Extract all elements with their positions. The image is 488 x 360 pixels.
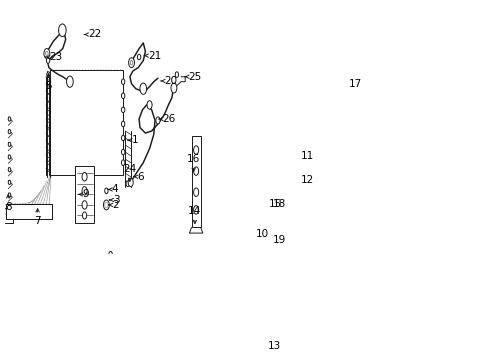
Bar [6, 203, 52, 219]
Circle shape [121, 93, 124, 99]
Circle shape [104, 202, 108, 208]
Text: 6: 6 [137, 172, 144, 182]
Circle shape [121, 107, 124, 113]
Circle shape [46, 58, 50, 63]
Text: 16: 16 [186, 154, 200, 164]
Bar [6, 203, 52, 219]
Circle shape [351, 87, 356, 94]
Circle shape [261, 342, 265, 350]
Bar [75, 166, 94, 222]
Circle shape [8, 142, 11, 147]
Text: 17: 17 [348, 79, 361, 89]
Circle shape [273, 170, 279, 180]
Circle shape [8, 155, 11, 159]
Circle shape [82, 212, 86, 219]
Bar [50, 70, 123, 175]
Circle shape [8, 117, 11, 121]
Circle shape [45, 51, 48, 56]
Circle shape [103, 200, 109, 210]
Text: 22: 22 [88, 30, 101, 40]
Circle shape [273, 119, 277, 126]
Text: 26: 26 [162, 114, 176, 124]
Circle shape [171, 83, 177, 93]
Text: 3: 3 [113, 195, 120, 205]
FancyBboxPatch shape [265, 168, 293, 242]
Text: 5: 5 [45, 81, 52, 91]
Text: 10: 10 [255, 229, 268, 239]
Circle shape [121, 149, 124, 155]
Circle shape [82, 201, 87, 209]
Bar [6, 203, 52, 219]
Circle shape [82, 172, 87, 181]
Circle shape [137, 54, 141, 60]
Circle shape [47, 72, 50, 77]
Text: 11: 11 [301, 150, 314, 161]
Circle shape [262, 344, 264, 348]
Text: 18: 18 [272, 199, 285, 209]
Circle shape [273, 168, 277, 175]
Circle shape [59, 24, 66, 37]
Circle shape [251, 232, 253, 234]
Circle shape [128, 58, 134, 68]
Circle shape [193, 167, 198, 175]
Circle shape [121, 121, 124, 127]
Circle shape [109, 251, 112, 257]
Circle shape [130, 60, 133, 65]
Circle shape [140, 83, 146, 94]
Circle shape [44, 49, 50, 58]
Text: 25: 25 [188, 72, 202, 82]
Text: 8: 8 [5, 202, 12, 212]
Text: 2: 2 [112, 200, 119, 210]
Circle shape [8, 206, 11, 210]
Circle shape [126, 181, 129, 186]
Circle shape [82, 186, 87, 195]
Circle shape [175, 72, 178, 77]
Circle shape [8, 180, 11, 184]
Circle shape [104, 188, 108, 194]
Text: 1: 1 [131, 135, 138, 145]
Circle shape [193, 188, 198, 197]
Circle shape [121, 160, 124, 166]
Text: 15: 15 [268, 199, 282, 209]
Circle shape [8, 193, 11, 197]
Text: 19: 19 [272, 235, 285, 245]
Bar [271, 105, 279, 221]
Text: 4: 4 [112, 184, 118, 194]
Text: 14: 14 [188, 206, 201, 216]
Circle shape [273, 144, 277, 151]
Circle shape [66, 76, 73, 87]
Circle shape [147, 101, 152, 109]
Bar [191, 136, 201, 228]
Circle shape [250, 230, 254, 237]
Text: 7: 7 [34, 216, 41, 226]
Circle shape [156, 117, 160, 124]
Text: 13: 13 [267, 341, 280, 351]
Circle shape [273, 193, 277, 200]
Text: 21: 21 [147, 51, 161, 60]
Circle shape [193, 146, 198, 154]
Text: 24: 24 [123, 164, 136, 174]
Circle shape [8, 130, 11, 134]
Circle shape [121, 135, 124, 141]
Circle shape [128, 178, 133, 186]
Text: 23: 23 [49, 52, 62, 62]
Text: 12: 12 [301, 175, 314, 185]
Circle shape [354, 72, 357, 77]
Circle shape [8, 168, 11, 172]
Text: 20: 20 [164, 76, 178, 86]
Circle shape [193, 206, 198, 214]
Circle shape [121, 79, 124, 85]
Text: 9: 9 [82, 189, 88, 199]
